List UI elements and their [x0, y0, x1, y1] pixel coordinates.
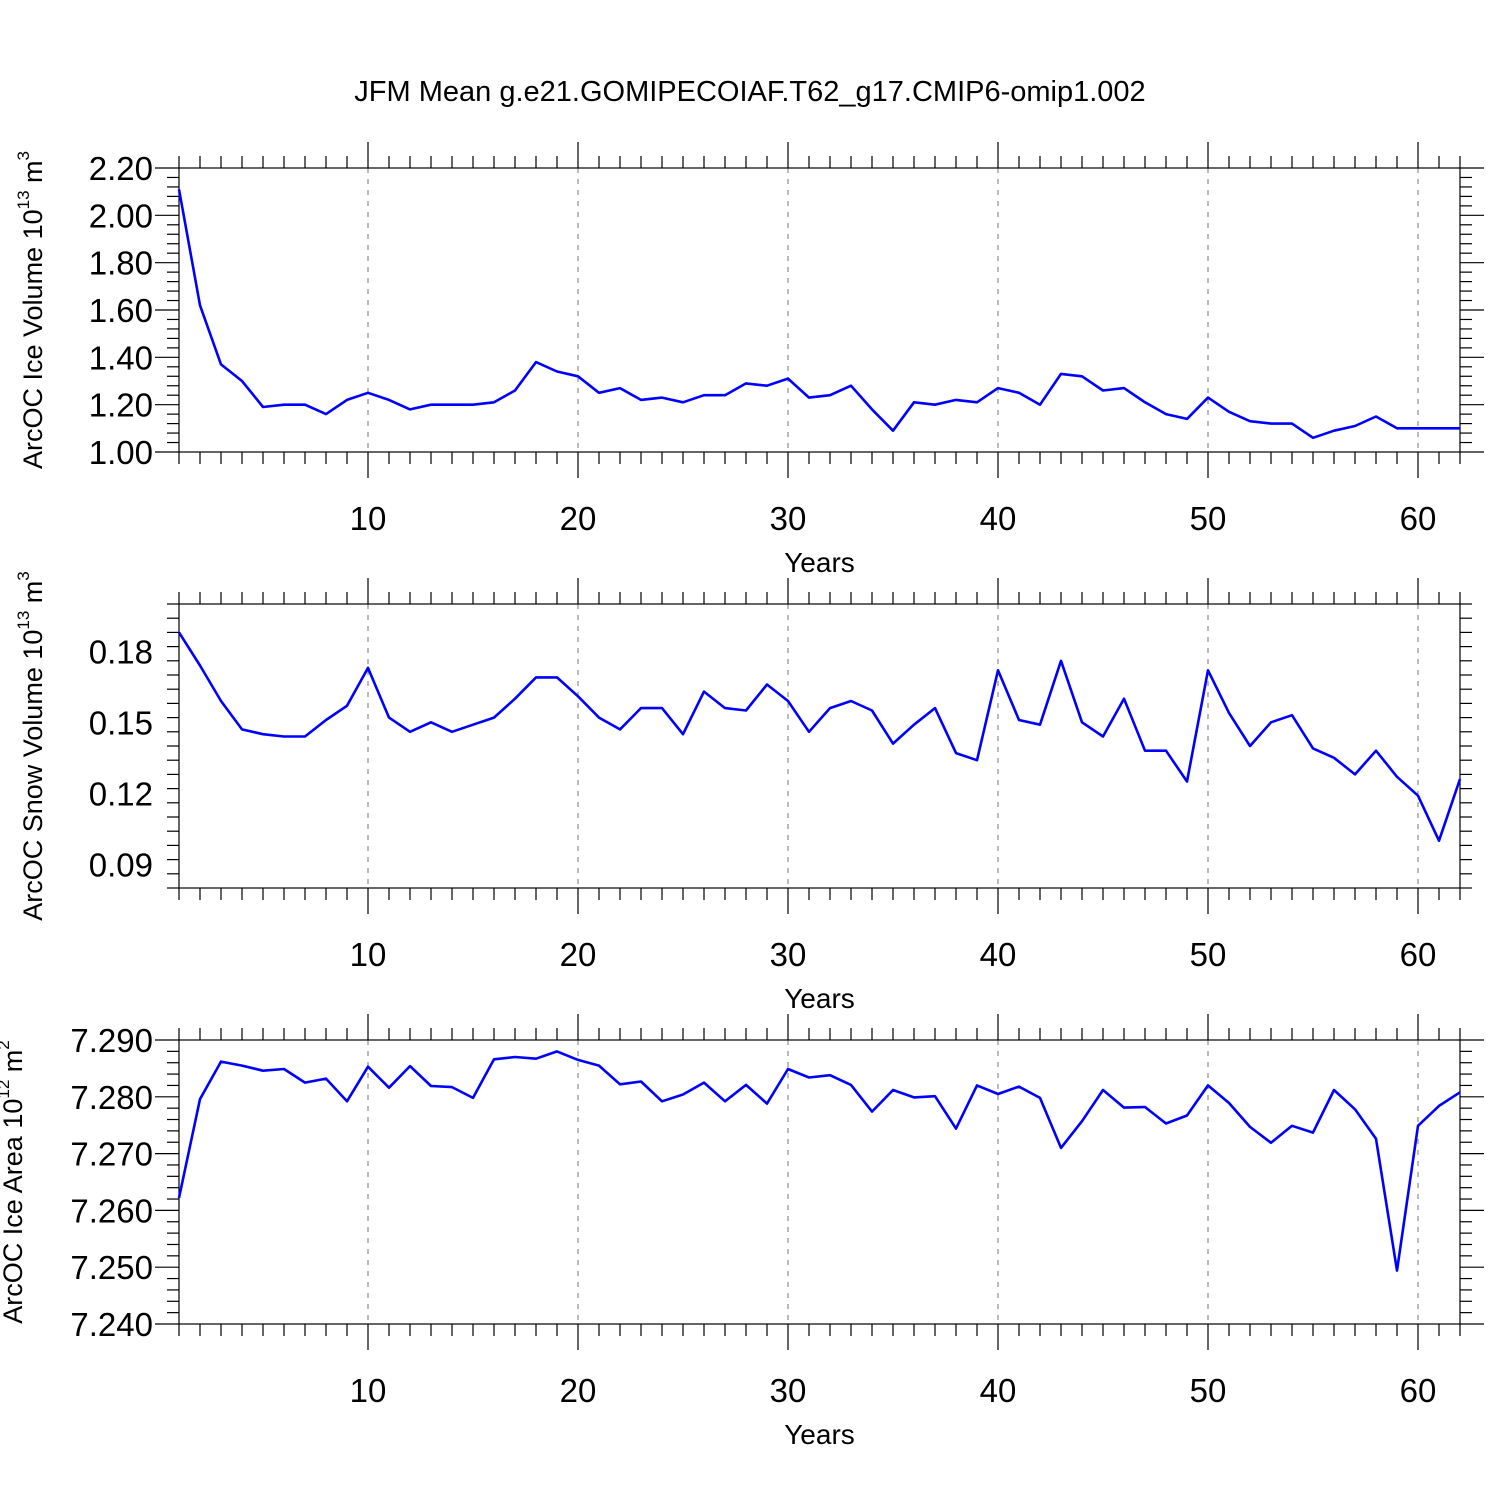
- x-tick-label: 50: [1190, 1372, 1227, 1409]
- chart-panel-ice-area: 7.240 7.250 7.260 7.270 7.280 7.290 10 20 30 40 50…: [0, 1014, 1484, 1450]
- plot-frame: [178, 167, 1461, 453]
- x-tick-label: 40: [980, 1372, 1017, 1409]
- x-tick-label: 10: [350, 500, 387, 537]
- y-tick-label: 2.00: [89, 197, 153, 234]
- y-tick-label: 2.20: [89, 150, 153, 187]
- x-tick-label: 20: [560, 1372, 597, 1409]
- y-tick-label: 0.09: [89, 846, 153, 883]
- x-tick-label: 10: [350, 1372, 387, 1409]
- y-axis-title-exponent: 13: [14, 611, 33, 630]
- y-tick-label: 7.240: [70, 1306, 153, 1343]
- y-axis-title-unit-exponent: 3: [14, 151, 33, 160]
- y-axis-title-exponent: 12: [0, 1080, 13, 1099]
- x-tick-label: 30: [770, 500, 807, 537]
- y-axis-title-exponent: 13: [14, 190, 33, 209]
- y-tick-label: 1.00: [89, 434, 153, 471]
- y-tick-label: 0.12: [89, 775, 153, 812]
- x-tick-label: 20: [560, 500, 597, 537]
- x-tick-label: 30: [770, 1372, 807, 1409]
- y-tick-label: 7.250: [70, 1249, 153, 1286]
- y-axis-title-main: ArcOC Ice Volume 10: [18, 209, 48, 469]
- y-axis-title-main: ArcOC Snow Volume 10: [18, 630, 48, 921]
- y-tick-label: 1.20: [89, 387, 153, 424]
- y-tick-label: 7.260: [70, 1192, 153, 1229]
- x-tick-label: 10: [350, 936, 387, 973]
- y-axis-title-unit-exponent: 2: [0, 1040, 13, 1049]
- chart-panels: 1.00 1.20 1.40 1.60 1.80 2.00 2.20 10 20 30 40 50 60…: [0, 142, 1484, 1450]
- plot-frame: [178, 603, 1461, 889]
- x-tick-label: 30: [770, 936, 807, 973]
- x-tick-label: 40: [980, 936, 1017, 973]
- y-tick-label: 1.60: [89, 292, 153, 329]
- x-tick-label: 60: [1400, 936, 1437, 973]
- y-tick-label: 1.40: [89, 339, 153, 376]
- chart-panel-ice-volume: 1.00 1.20 1.40 1.60 1.80 2.00 2.20 10 20 30 40 50 60…: [14, 142, 1484, 578]
- y-tick-label: 7.270: [70, 1136, 153, 1173]
- y-axis-title: ArcOC Snow Volume 1013 m3: [14, 571, 48, 921]
- y-axis-title-unit: m: [18, 160, 48, 190]
- x-tick-label: 60: [1400, 1372, 1437, 1409]
- x-axis-title: Years: [784, 983, 855, 1014]
- y-axis-title-main: ArcOC Ice Area 10: [0, 1099, 28, 1324]
- x-axis-title: Years: [784, 547, 855, 578]
- y-axis-title: ArcOC Ice Area 1012 m2: [0, 1040, 28, 1324]
- y-axis-title-unit-exponent: 3: [14, 571, 33, 580]
- x-tick-label: 60: [1400, 500, 1437, 537]
- x-tick-label: 50: [1190, 500, 1227, 537]
- chart-panel-snow-volume: 0.09 0.12 0.15 0.18 10 20 30 40 50 60 Years ArcOC S…: [14, 571, 1472, 1014]
- series-line-snow-volume: [177, 631, 1462, 843]
- y-tick-label: 0.15: [89, 704, 153, 741]
- y-tick-label: 7.290: [70, 1022, 153, 1059]
- y-axis-title-unit: m: [0, 1050, 28, 1080]
- y-tick-label: 7.280: [70, 1079, 153, 1116]
- y-axis-title-unit: m: [18, 581, 48, 611]
- plot-frame: [178, 1039, 1461, 1325]
- y-tick-label: 1.80: [89, 245, 153, 282]
- chart-title: JFM Mean g.e21.GOMIPECOIAF.T62_g17.CMIP6…: [354, 76, 1145, 108]
- y-tick-label: 0.18: [89, 633, 153, 670]
- series-line-ice-volume: [177, 189, 1460, 440]
- series-line-ice-area: [177, 1050, 1461, 1272]
- x-tick-label: 50: [1190, 936, 1227, 973]
- x-tick-label: 40: [980, 500, 1017, 537]
- y-axis-title: ArcOC Ice Volume 1013 m3: [14, 151, 48, 469]
- x-tick-label: 20: [560, 936, 597, 973]
- x-axis-title: Years: [784, 1419, 855, 1450]
